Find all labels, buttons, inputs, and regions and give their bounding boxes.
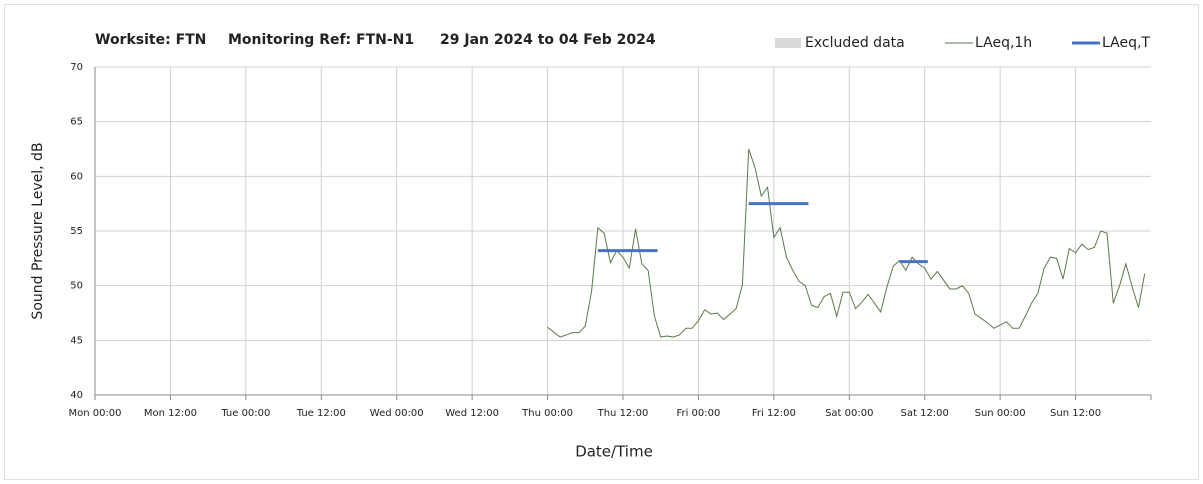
chart-title: Worksite: FTN xyxy=(95,32,206,48)
x-tick-label: Thu 12:00 xyxy=(597,408,649,419)
x-tick-label: Fri 00:00 xyxy=(676,408,720,419)
y-tick-label: 60 xyxy=(70,171,83,182)
data-line xyxy=(547,148,1146,338)
x-tick-label: Sun 00:00 xyxy=(975,408,1026,419)
x-tick-label: Tue 12:00 xyxy=(296,408,346,419)
chart-title: 29 Jan 2024 to 04 Feb 2024 xyxy=(440,32,656,48)
x-tick-label: Tue 00:00 xyxy=(220,408,270,419)
x-tick-label: Wed 00:00 xyxy=(370,408,424,419)
frame xyxy=(4,4,1199,480)
chart-title: Monitoring Ref: FTN-N1 xyxy=(228,32,414,48)
x-tick-label: Mon 00:00 xyxy=(68,408,121,419)
y-tick-label: 65 xyxy=(70,117,83,128)
x-axis-label: Date/Time xyxy=(575,443,653,461)
y-tick-label: 50 xyxy=(70,281,83,292)
y-tick-label: 40 xyxy=(70,390,83,401)
y-axis-label: Sound Pressure Level, dB xyxy=(30,142,46,319)
x-tick-label: Sat 00:00 xyxy=(825,408,873,419)
y-tick-label: 45 xyxy=(70,335,83,346)
x-tick-label: Sun 12:00 xyxy=(1050,408,1101,419)
y-tick-label: 70 xyxy=(70,62,83,73)
legend-label: LAeq,T xyxy=(1102,35,1150,51)
legend-label: LAeq,1h xyxy=(975,35,1032,51)
x-tick-label: Wed 12:00 xyxy=(445,408,499,419)
legend-swatch xyxy=(775,38,801,48)
x-tick-label: Mon 12:00 xyxy=(144,408,197,419)
y-tick-label: 55 xyxy=(70,226,83,237)
legend-label: Excluded data xyxy=(805,35,905,51)
x-tick-label: Sat 12:00 xyxy=(901,408,949,419)
x-tick-label: Fri 12:00 xyxy=(752,408,796,419)
x-tick-label: Thu 00:00 xyxy=(521,408,573,419)
